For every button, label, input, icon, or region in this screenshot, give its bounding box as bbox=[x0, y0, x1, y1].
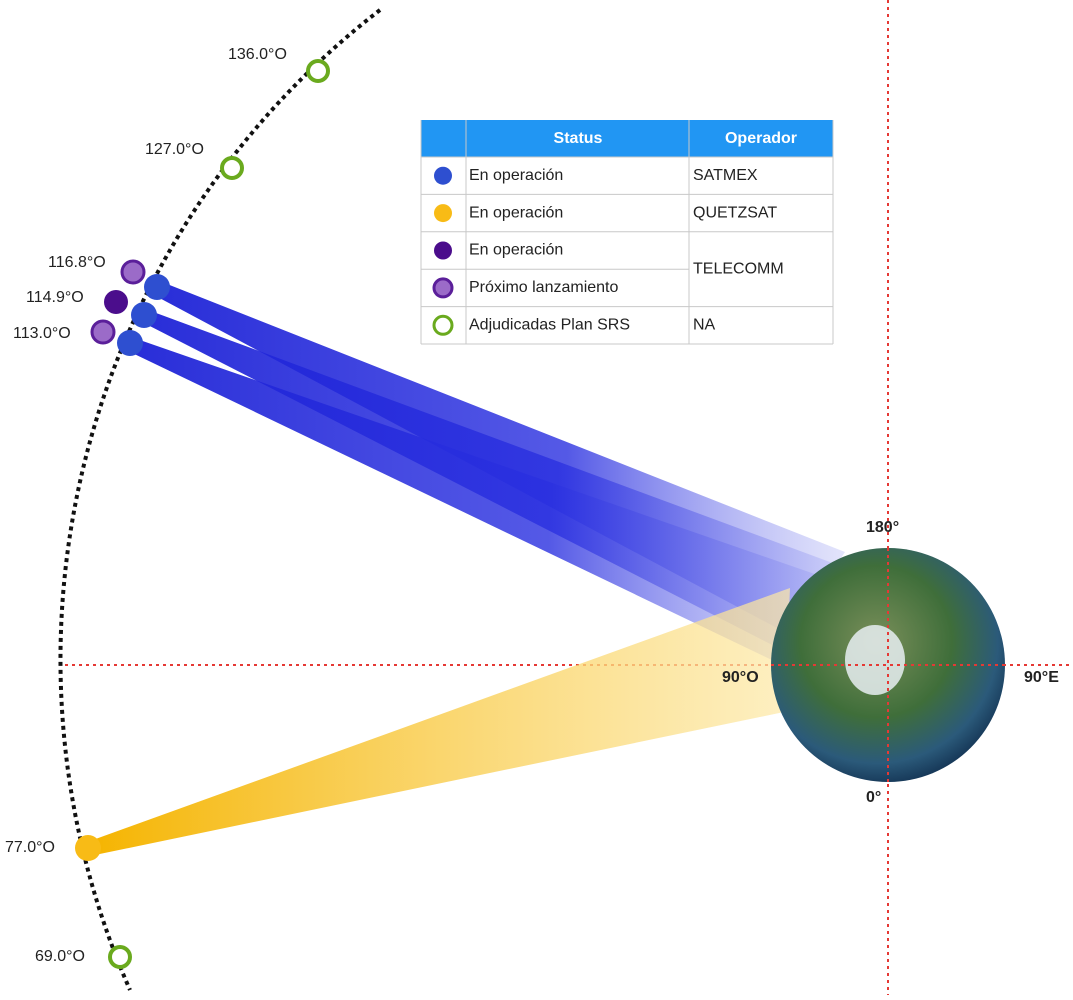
axis-label: 180° bbox=[866, 519, 899, 536]
legend-icon bbox=[432, 277, 454, 299]
axis-label: 0° bbox=[866, 789, 881, 806]
legend-icon bbox=[434, 241, 452, 260]
legend-icon bbox=[434, 204, 452, 223]
slot-label: 113.0°O bbox=[13, 325, 71, 342]
status-cell: En operación bbox=[469, 204, 563, 221]
slot-label: 127.0°O bbox=[145, 141, 204, 158]
operator-cell: NA bbox=[693, 317, 716, 334]
legend-icon bbox=[432, 314, 454, 336]
ice-cap bbox=[845, 625, 905, 695]
slot-label: 114.9°O bbox=[26, 289, 84, 306]
axis-label: 90°O bbox=[722, 669, 759, 686]
satellite bbox=[144, 274, 170, 300]
status-cell: En operación bbox=[469, 167, 563, 184]
satellite bbox=[131, 302, 157, 328]
slot-marker bbox=[306, 59, 330, 83]
legend-icon bbox=[434, 166, 452, 185]
slot-label: 116.8°O bbox=[48, 254, 106, 271]
slot-label: 69.0°O bbox=[35, 948, 85, 965]
status-cell: En operación bbox=[469, 242, 563, 259]
operator-cell: TELECOMM bbox=[693, 260, 784, 277]
slot-marker bbox=[120, 259, 146, 285]
status-cell: Adjudicadas Plan SRS bbox=[469, 317, 630, 334]
slot-label: 77.0°O bbox=[5, 839, 55, 856]
beam bbox=[90, 588, 790, 856]
operator-cell: SATMEX bbox=[693, 167, 758, 184]
satellite bbox=[117, 330, 143, 356]
operator-cell: QUETZSAT bbox=[693, 204, 777, 221]
satellite bbox=[75, 835, 101, 861]
slot-marker bbox=[108, 945, 132, 969]
slot-marker bbox=[90, 319, 116, 345]
slot-marker bbox=[220, 156, 244, 180]
status-cell: Próximo lanzamiento bbox=[469, 279, 619, 296]
legend-table: Status Operador En operación SATMEX En ope… bbox=[420, 120, 834, 345]
orbit-arc bbox=[58, 8, 382, 991]
header-cell: Status bbox=[554, 130, 603, 147]
beam bbox=[126, 338, 832, 662]
slot-label: 136.0°O bbox=[228, 46, 287, 63]
axis-label: 90°E bbox=[1024, 669, 1059, 686]
header-cell: Operador bbox=[725, 130, 797, 147]
slot-marker bbox=[104, 290, 128, 314]
table-header bbox=[421, 120, 833, 157]
